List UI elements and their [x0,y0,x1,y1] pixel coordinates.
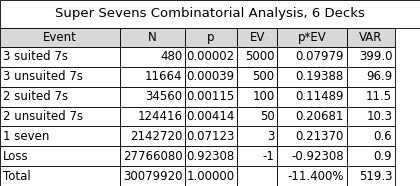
Bar [0,47,120,67]
Bar [346,126,395,146]
Text: p*EV: p*EV [297,31,326,44]
Bar [185,166,237,186]
Bar [346,28,395,47]
Text: Total: Total [3,170,30,183]
Bar [120,126,185,146]
Bar [346,146,395,166]
Bar [0,107,120,126]
Text: 96.9: 96.9 [366,70,392,83]
Text: EV: EV [249,31,265,44]
Text: 0.07123: 0.07123 [186,130,235,143]
Bar [185,107,237,126]
Text: 0.19388: 0.19388 [296,70,344,83]
Bar [237,107,277,126]
Bar [277,47,346,67]
Bar [120,28,185,47]
Bar [346,67,395,87]
Bar [185,28,237,47]
Bar [237,87,277,107]
Text: 100: 100 [252,90,275,103]
Text: 0.9: 0.9 [374,150,392,163]
Text: 0.20681: 0.20681 [296,110,344,123]
Bar [346,107,395,126]
Bar [185,126,237,146]
Bar [185,87,237,107]
Text: N: N [148,31,157,44]
Bar [0,28,120,47]
Text: 0.00115: 0.00115 [186,90,235,103]
Bar [0,166,120,186]
Bar [120,146,185,166]
Text: 11664: 11664 [145,70,182,83]
Bar [120,67,185,87]
Text: 0.07979: 0.07979 [296,50,344,63]
Bar [185,67,237,87]
Text: 5000: 5000 [245,50,275,63]
Text: -11.400%: -11.400% [287,170,344,183]
Bar [277,126,346,146]
Bar [120,87,185,107]
Text: -1: -1 [263,150,275,163]
Bar [237,47,277,67]
Text: 399.0: 399.0 [359,50,392,63]
Text: 2142720: 2142720 [130,130,182,143]
Bar [0,126,120,146]
Bar [185,146,237,166]
Text: 0.92308: 0.92308 [186,150,235,163]
Text: 0.11489: 0.11489 [296,90,344,103]
Text: 3 suited 7s: 3 suited 7s [3,50,68,63]
Text: -0.92308: -0.92308 [291,150,344,163]
Text: p: p [207,31,215,44]
Text: 2 unsuited 7s: 2 unsuited 7s [3,110,83,123]
Text: VAR: VAR [359,31,382,44]
Text: 0.6: 0.6 [374,130,392,143]
Bar [237,126,277,146]
Text: 0.21370: 0.21370 [296,130,344,143]
Text: 3 unsuited 7s: 3 unsuited 7s [3,70,82,83]
Bar [237,166,277,186]
Text: Event: Event [43,31,77,44]
Text: 0.00002: 0.00002 [186,50,235,63]
Bar [237,146,277,166]
Text: 2 suited 7s: 2 suited 7s [3,90,68,103]
Bar [277,28,346,47]
Text: Loss: Loss [3,150,28,163]
Text: 480: 480 [160,50,182,63]
Text: 10.3: 10.3 [366,110,392,123]
Bar [277,166,346,186]
Bar [120,47,185,67]
Bar [237,67,277,87]
Bar [0,87,120,107]
Bar [0,67,120,87]
Text: 0.00039: 0.00039 [186,70,235,83]
Bar [0,146,120,166]
Bar [185,47,237,67]
Text: 0.00414: 0.00414 [186,110,235,123]
Text: 11.5: 11.5 [366,90,392,103]
Bar [277,107,346,126]
Text: 30079920: 30079920 [123,170,182,183]
Bar [346,47,395,67]
Bar [346,87,395,107]
Text: 500: 500 [252,70,275,83]
Text: 34560: 34560 [145,90,182,103]
Bar [277,87,346,107]
Text: 124416: 124416 [137,110,182,123]
Text: 27766080: 27766080 [123,150,182,163]
Bar [120,107,185,126]
Bar [237,28,277,47]
Bar [277,67,346,87]
Bar [277,146,346,166]
Text: 50: 50 [260,110,275,123]
Text: 1.00000: 1.00000 [186,170,235,183]
Text: Super Sevens Combinatorial Analysis, 6 Decks: Super Sevens Combinatorial Analysis, 6 D… [55,7,365,20]
Text: 1 seven: 1 seven [3,130,49,143]
Text: 519.3: 519.3 [359,170,392,183]
Bar [0,0,420,28]
Bar [346,166,395,186]
Text: 3: 3 [267,130,275,143]
Bar [120,166,185,186]
